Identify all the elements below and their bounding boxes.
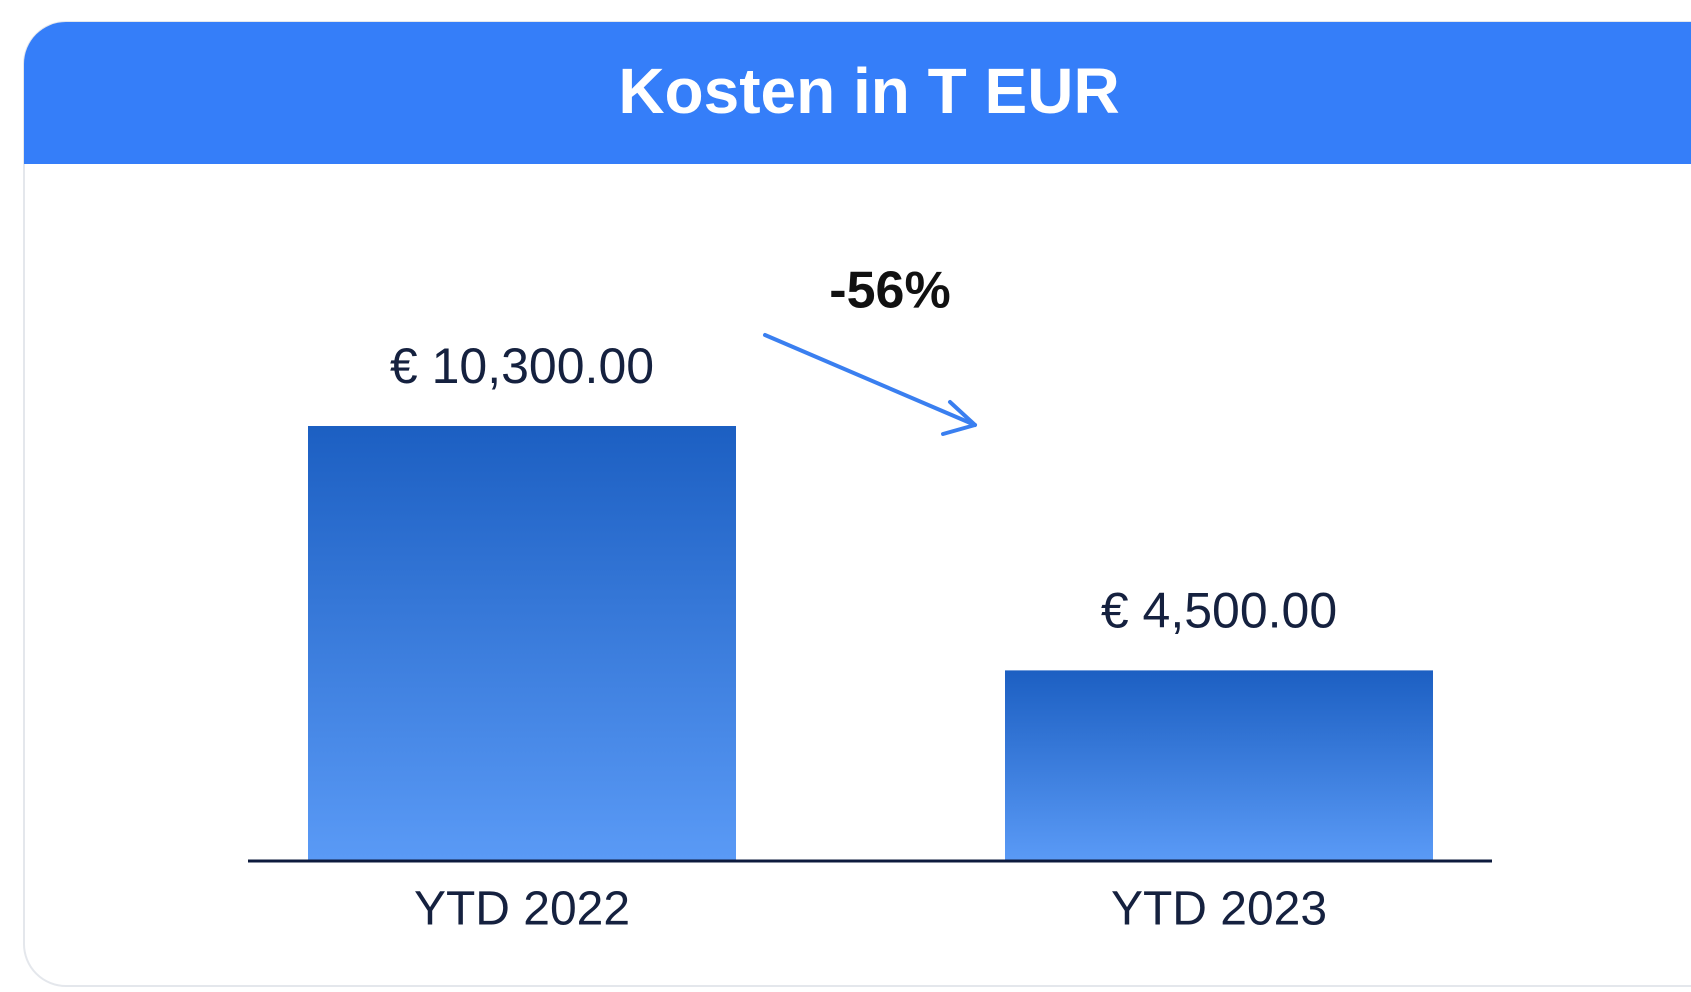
plot-area: € 10,300.00 YTD 2022 € 4,500.00 YTD 2023 <box>308 338 1433 936</box>
card-header <box>24 22 1691 164</box>
card <box>23 21 1691 987</box>
value-label: € 4,500.00 <box>1101 583 1337 639</box>
annotation: -56% <box>829 262 950 320</box>
bar <box>1005 670 1433 860</box>
bar <box>308 426 736 860</box>
chart-title: Kosten in T EUR <box>618 55 1119 127</box>
x-tick-label: YTD 2022 <box>414 883 630 936</box>
value-label: € 10,300.00 <box>390 338 654 394</box>
change-arrow <box>763 333 977 436</box>
x-tick-label: YTD 2023 <box>1111 883 1327 936</box>
